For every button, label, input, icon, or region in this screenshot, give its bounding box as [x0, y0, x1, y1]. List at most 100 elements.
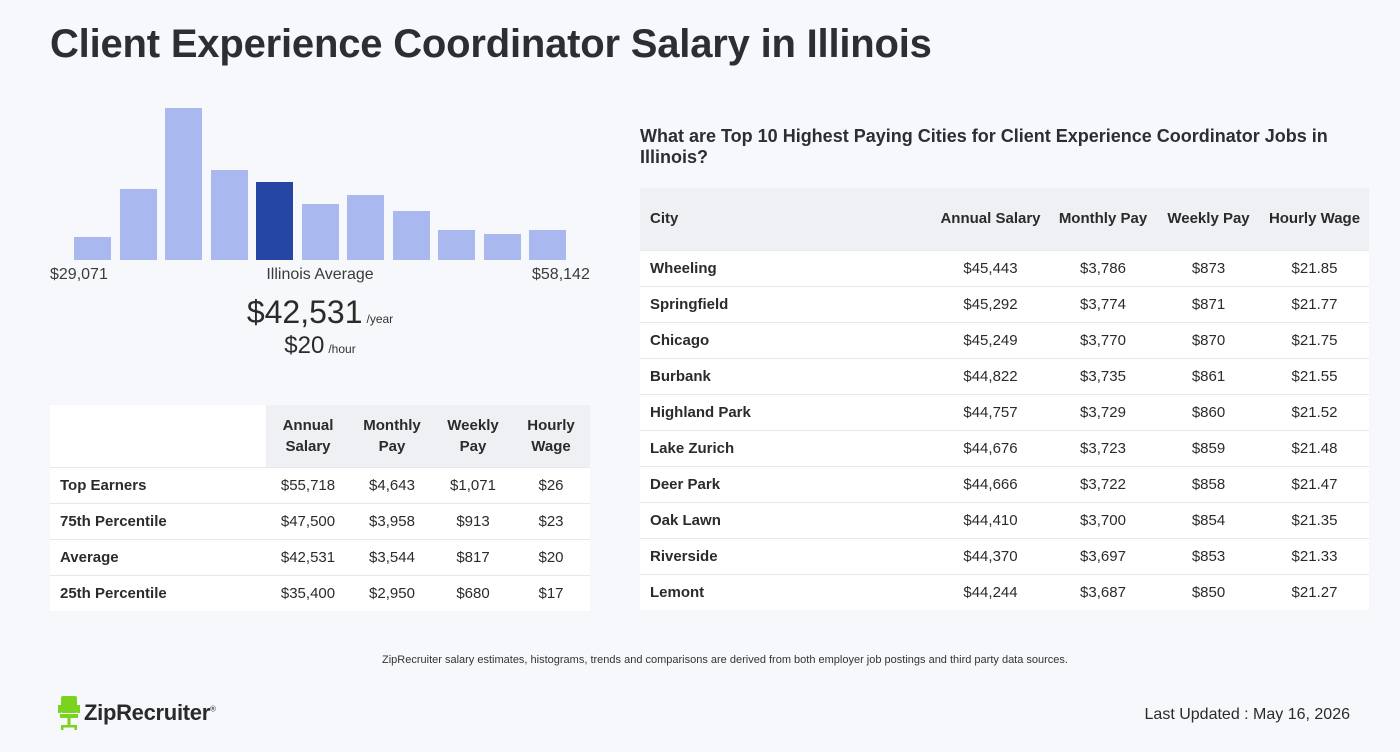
- city-cell: $45,249: [932, 321, 1049, 358]
- city-cell: $44,757: [932, 393, 1049, 430]
- histogram-bar: [301, 204, 339, 260]
- top-cities-title: What are Top 10 Highest Paying Cities fo…: [640, 126, 1328, 167]
- city-name: Riverside: [640, 537, 932, 574]
- percentile-cell: $55,718: [266, 466, 350, 503]
- logo-text: ZipRecruiter: [84, 700, 210, 725]
- histogram-bar: [483, 234, 521, 260]
- city-cell: $21.55: [1260, 357, 1369, 394]
- cities-header-monthly: Monthly Pay: [1049, 188, 1157, 250]
- histogram-min-label: $29,071: [50, 266, 108, 283]
- city-row: Riverside $44,370 $3,697 $853 $21.33: [640, 537, 1369, 574]
- city-cell: $21.85: [1260, 249, 1369, 286]
- percentile-cell: $817: [434, 538, 512, 575]
- percentile-cell: $47,500: [266, 502, 350, 539]
- city-row: Lake Zurich $44,676 $3,723 $859 $21.48: [640, 429, 1369, 466]
- hourly-salary-value: $20: [284, 332, 325, 359]
- city-cell: $3,729: [1049, 393, 1157, 430]
- percentile-cell: $42,531: [266, 538, 350, 575]
- cities-header-annual: Annual Salary: [932, 188, 1049, 250]
- cities-header-weekly: Weekly Pay: [1157, 188, 1260, 250]
- city-cell: $45,443: [932, 249, 1049, 286]
- histogram-bar: [347, 195, 384, 260]
- city-cell: $861: [1157, 357, 1260, 394]
- data-source-disclaimer: ZipRecruiter salary estimates, histogram…: [382, 654, 1068, 666]
- city-cell: $21.52: [1260, 393, 1369, 430]
- city-cell: $859: [1157, 429, 1260, 466]
- annual-salary-value: $42,531: [246, 294, 363, 330]
- percentile-cell: $26: [512, 466, 590, 503]
- city-cell: $873: [1157, 249, 1260, 286]
- city-cell: $44,676: [932, 429, 1049, 466]
- city-cell: $45,292: [932, 285, 1049, 322]
- city-cell: $858: [1157, 465, 1260, 502]
- percentile-header-annual: Annual Salary: [266, 405, 350, 467]
- histogram-bar: [392, 211, 430, 260]
- percentile-header-blank: [50, 405, 266, 467]
- city-cell: $21.33: [1260, 537, 1369, 574]
- city-cell: $21.47: [1260, 465, 1369, 502]
- city-cell: $871: [1157, 285, 1260, 322]
- city-cell: $3,697: [1049, 537, 1157, 574]
- city-row: Lemont $44,244 $3,687 $850 $21.27: [640, 573, 1369, 610]
- city-cell: $3,786: [1049, 249, 1157, 286]
- cities-header-hourly: Hourly Wage: [1260, 188, 1369, 250]
- percentile-row: Average $42,531 $3,544 $817 $20: [50, 538, 590, 575]
- percentile-cell: $35,400: [266, 574, 350, 611]
- annual-salary-summary: $42,531/year: [0, 294, 640, 331]
- percentile-row-label: Average: [50, 538, 266, 575]
- percentile-table: Annual Salary Monthly Pay Weekly Pay Hou…: [50, 405, 590, 611]
- histogram-bar: [74, 237, 111, 260]
- histogram-bar: [119, 189, 157, 260]
- percentile-row: 75th Percentile $47,500 $3,958 $913 $23: [50, 502, 590, 539]
- page-title: Client Experience Coordinator Salary in …: [50, 22, 932, 66]
- city-cell: $44,410: [932, 501, 1049, 538]
- percentile-header-weekly: Weekly Pay: [434, 405, 512, 467]
- last-updated: Last Updated : May 16, 2026: [1144, 706, 1350, 723]
- percentile-header-hourly: Hourly Wage: [512, 405, 590, 467]
- ziprecruiter-logo[interactable]: ZipRecruiter®: [58, 696, 216, 730]
- histogram-average-label: Illinois Average: [266, 266, 374, 283]
- city-row: Chicago $45,249 $3,770 $870 $21.75: [640, 321, 1369, 358]
- city-name: Highland Park: [640, 393, 932, 430]
- cities-header-city: City: [640, 188, 932, 250]
- city-row: Wheeling $45,443 $3,786 $873 $21.85: [640, 249, 1369, 286]
- city-cell: $44,822: [932, 357, 1049, 394]
- histogram-bar: [165, 108, 202, 260]
- percentile-row-label: 25th Percentile: [50, 574, 266, 611]
- city-cell: $21.27: [1260, 573, 1369, 610]
- city-row: Oak Lawn $44,410 $3,700 $854 $21.35: [640, 501, 1369, 538]
- percentile-cell: $3,958: [350, 502, 434, 539]
- percentile-cell: $1,071: [434, 466, 512, 503]
- percentile-cell: $680: [434, 574, 512, 611]
- hourly-salary-unit: /hour: [328, 342, 356, 356]
- city-cell: $21.77: [1260, 285, 1369, 322]
- percentile-cell: $3,544: [350, 538, 434, 575]
- cities-table-header: City Annual Salary Monthly Pay Weekly Pa…: [640, 188, 1369, 250]
- city-cell: $44,370: [932, 537, 1049, 574]
- percentile-cell: $17: [512, 574, 590, 611]
- city-cell: $860: [1157, 393, 1260, 430]
- histogram-max-label: $58,142: [532, 266, 590, 283]
- percentile-header-monthly: Monthly Pay: [350, 405, 434, 467]
- city-row: Burbank $44,822 $3,735 $861 $21.55: [640, 357, 1369, 394]
- city-row: Highland Park $44,757 $3,729 $860 $21.52: [640, 393, 1369, 430]
- annual-salary-unit: /year: [366, 312, 394, 326]
- city-cell: $3,687: [1049, 573, 1157, 610]
- city-cell: $21.35: [1260, 501, 1369, 538]
- city-cell: $853: [1157, 537, 1260, 574]
- histogram-bar: [529, 230, 566, 260]
- city-cell: $854: [1157, 501, 1260, 538]
- histogram-bar: [210, 170, 248, 260]
- percentile-cell: $4,643: [350, 466, 434, 503]
- percentile-row: Top Earners $55,718 $4,643 $1,071 $26: [50, 466, 590, 503]
- city-name: Wheeling: [640, 249, 932, 286]
- city-cell: $850: [1157, 573, 1260, 610]
- city-cell: $870: [1157, 321, 1260, 358]
- percentile-cell: $913: [434, 502, 512, 539]
- city-cell: $44,244: [932, 573, 1049, 610]
- city-name: Chicago: [640, 321, 932, 358]
- city-name: Lake Zurich: [640, 429, 932, 466]
- city-name: Deer Park: [640, 465, 932, 502]
- top-cities-table: City Annual Salary Monthly Pay Weekly Pa…: [640, 188, 1369, 610]
- percentile-table-header: Annual Salary Monthly Pay Weekly Pay Hou…: [50, 405, 590, 467]
